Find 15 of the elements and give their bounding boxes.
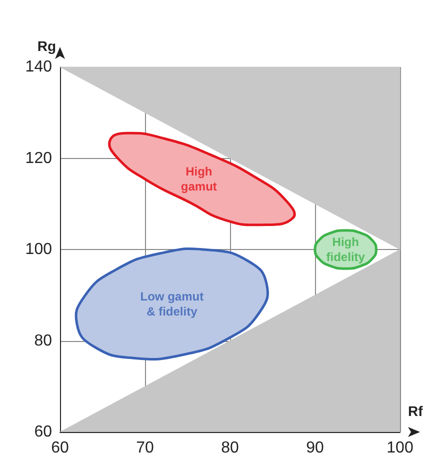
annotation: High gamut (180, 164, 217, 194)
y-tick-label: 140 (25, 58, 52, 76)
y-tick-label: 100 (25, 241, 52, 258)
x-tick-label: 90 (306, 440, 324, 456)
x-tick-label: 100 (386, 440, 414, 456)
x-axis-title: Rf (408, 403, 424, 419)
y-axis-title: Rg (37, 38, 56, 54)
y-tick-label: 120 (25, 150, 52, 167)
annotation: Low gamut & fidelity (140, 290, 204, 319)
x-tick-label: 60 (51, 440, 69, 456)
y-tick-label: 60 (34, 424, 52, 440)
annotation: High fidelity (326, 235, 366, 264)
y-tick-label: 80 (34, 332, 52, 350)
x-tick-label: 70 (136, 440, 154, 456)
x-tick-label: 80 (221, 440, 239, 456)
